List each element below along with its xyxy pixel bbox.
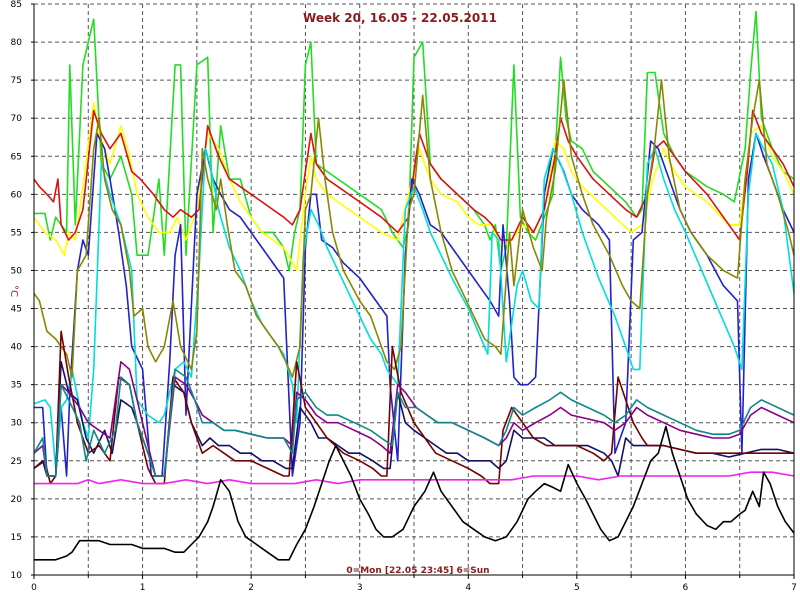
x-tick-label-0: 0 (31, 583, 37, 593)
chart-title: Week 20, 16.05 - 22.05.2011 (303, 11, 497, 25)
x-axis-label: 0=Mon [22.05 23:45] 6=Sun (346, 566, 489, 576)
y-tick-label-13: 75 (11, 76, 22, 86)
y-tick-label-4: 30 (11, 419, 23, 429)
y-tick-label-12: 70 (11, 114, 23, 124)
x-tick-label-6: 6 (683, 583, 689, 593)
series-line-5 (33, 79, 795, 378)
y-tick-label-3: 25 (11, 457, 22, 467)
y-axis-label: °C (8, 285, 19, 297)
y-tick-label-1: 15 (11, 533, 22, 543)
series-line-6 (33, 360, 795, 477)
y-tick-label-8: 50 (11, 266, 23, 276)
y-tick-label-2: 20 (11, 495, 23, 505)
x-tick-label-1: 1 (140, 583, 146, 593)
y-tick-label-7: 45 (11, 305, 22, 315)
y-tick-label-14: 80 (11, 38, 23, 48)
series-line-11 (34, 425, 795, 561)
y-tick-label-0: 10 (11, 571, 23, 581)
series-line-8 (33, 360, 795, 477)
x-tick-label-5: 5 (574, 583, 580, 593)
series-line-1 (33, 102, 795, 272)
x-tick-label-3: 3 (357, 583, 363, 593)
x-tick-label-2: 2 (248, 583, 254, 593)
x-tick-label-4: 4 (465, 583, 471, 593)
y-tick-label-5: 35 (11, 381, 22, 391)
y-tick-label-11: 65 (11, 152, 22, 162)
x-tick-label-7: 7 (791, 583, 797, 593)
y-tick-label-10: 60 (11, 190, 23, 200)
y-tick-label-6: 40 (11, 343, 23, 353)
series-line-9 (33, 368, 795, 477)
series-group (33, 10, 795, 561)
y-tick-label-15: 85 (11, 0, 22, 10)
y-tick-label-9: 55 (11, 228, 22, 238)
series-line-10 (34, 471, 795, 485)
